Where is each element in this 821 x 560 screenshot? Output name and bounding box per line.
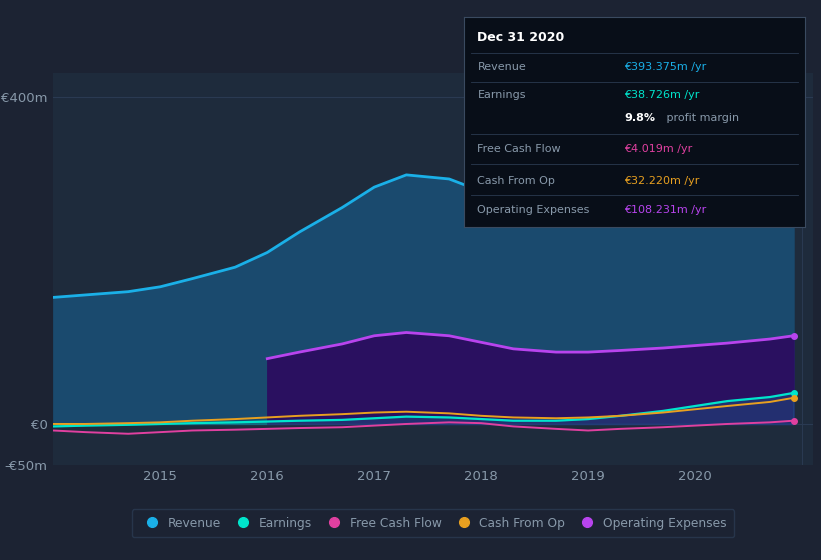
Text: €4.019m /yr: €4.019m /yr bbox=[624, 144, 692, 154]
Text: €38.726m /yr: €38.726m /yr bbox=[624, 90, 699, 100]
Text: Earnings: Earnings bbox=[478, 90, 526, 100]
Text: Dec 31 2020: Dec 31 2020 bbox=[478, 31, 565, 44]
Text: profit margin: profit margin bbox=[663, 113, 739, 123]
Legend: Revenue, Earnings, Free Cash Flow, Cash From Op, Operating Expenses: Revenue, Earnings, Free Cash Flow, Cash … bbox=[132, 510, 734, 537]
Text: Free Cash Flow: Free Cash Flow bbox=[478, 144, 561, 154]
Text: €32.220m /yr: €32.220m /yr bbox=[624, 176, 699, 185]
Text: €393.375m /yr: €393.375m /yr bbox=[624, 62, 706, 72]
Text: Operating Expenses: Operating Expenses bbox=[478, 205, 589, 215]
Text: 9.8%: 9.8% bbox=[624, 113, 655, 123]
Text: Cash From Op: Cash From Op bbox=[478, 176, 555, 185]
Text: €108.231m /yr: €108.231m /yr bbox=[624, 205, 706, 215]
Text: Revenue: Revenue bbox=[478, 62, 526, 72]
